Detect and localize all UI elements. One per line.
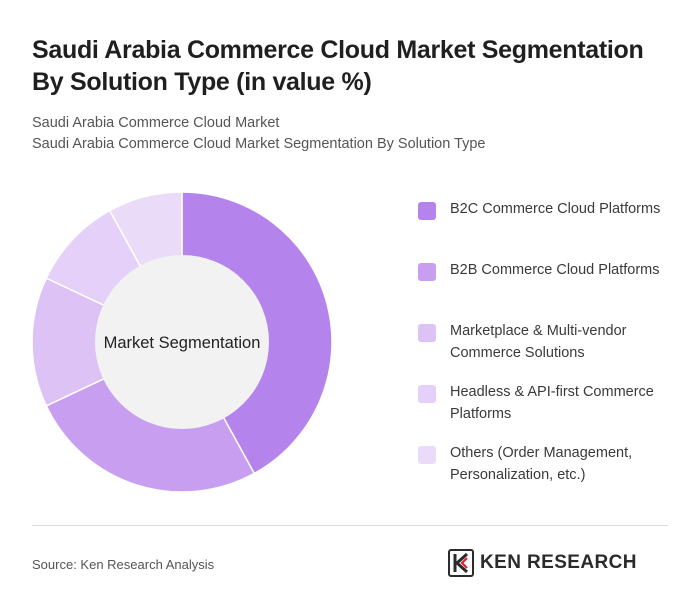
chart-legend: B2C Commerce Cloud Platforms B2B Commerce…: [418, 198, 688, 503]
legend-item: Others (Order Management, Personalizatio…: [418, 442, 688, 503]
page-title: Saudi Arabia Commerce Cloud Market Segme…: [32, 36, 644, 96]
legend-item: Marketplace & Multi-vendor Commerce Solu…: [418, 320, 688, 381]
legend-label: B2C Commerce Cloud Platforms: [450, 201, 661, 217]
subtitle-segmentation: Saudi Arabia Commerce Cloud Market Segme…: [32, 136, 486, 152]
ken-research-logo-icon: [448, 549, 474, 577]
source-note: Source: Ken Research Analysis: [32, 557, 215, 572]
subtitle-market: Saudi Arabia Commerce Cloud Market: [32, 115, 280, 131]
legend-item: Headless & API-first Commerce Platforms: [418, 381, 688, 442]
legend-label: Marketplace & Multi-vendor Commerce Solu…: [450, 323, 627, 361]
legend-swatch: [418, 385, 436, 403]
donut-hole: [95, 255, 269, 429]
brand-name: KEN RESEARCH: [480, 552, 637, 573]
legend-swatch: [418, 263, 436, 281]
center-label: Market Segmentation: [104, 334, 261, 352]
legend-label: Headless & API-first Commerce Platforms: [450, 384, 654, 422]
brand-logo: KEN RESEARCH: [448, 549, 637, 577]
legend-swatch: [418, 202, 436, 220]
footer-divider: [32, 525, 668, 526]
legend-item: B2C Commerce Cloud Platforms: [418, 198, 688, 259]
legend-swatch: [418, 324, 436, 342]
legend-label: B2B Commerce Cloud Platforms: [450, 262, 660, 278]
donut-chart: Market Segmentation: [31, 191, 333, 493]
legend-label: Others (Order Management, Personalizatio…: [450, 445, 633, 483]
legend-swatch: [418, 446, 436, 464]
legend-item: B2B Commerce Cloud Platforms: [418, 259, 688, 320]
